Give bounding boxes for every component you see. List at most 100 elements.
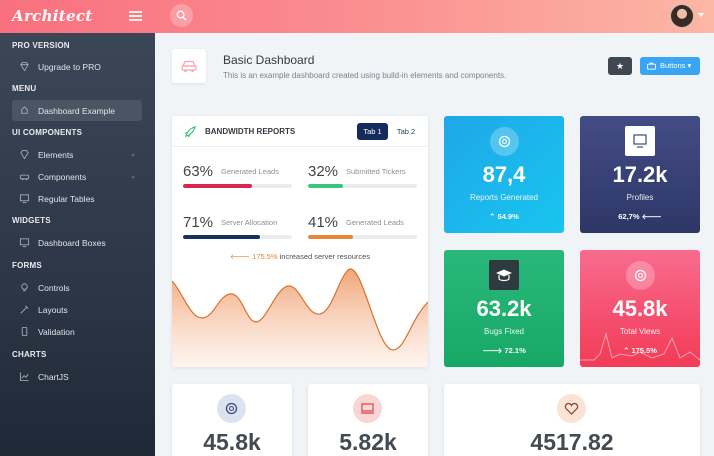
gear-icon [217,394,246,423]
avatar[interactable] [670,4,694,28]
sidebar-heading-widgets: WIDGETS [12,216,51,225]
sidebar-item-chartjs[interactable]: ChartJS [12,366,142,387]
light-icon [21,283,28,292]
search-button[interactable] [170,4,193,27]
note-value: 175.5% [252,252,278,261]
bottom-card-1: 45.8k [172,384,292,456]
metric-submitted-tickers: 32% Submitted Tickers [308,163,418,188]
metric-percent: 32% [308,163,339,180]
laptop-icon [353,394,382,423]
metric-label: Generated Leads [346,218,404,227]
arrow-right-icon: 🡒 [482,346,503,355]
sparkline [580,332,700,361]
bandwidth-area-chart [172,268,428,367]
chevron-down-icon[interactable] [698,13,704,17]
metric-server-allocation: 71% Server Allocation [183,214,293,239]
business-icon [647,62,656,70]
app-logo[interactable]: Architect [12,7,93,25]
stat-change: ⌃ 175.5% [623,346,657,355]
display-icon [19,194,30,204]
server-resources-note: 🡐 175.5% increased server resources [172,252,428,261]
sidebar-item-regular-tables[interactable]: Regular Tables [12,188,142,209]
sidebar-item-dashboard-example[interactable]: Dashboard Example [12,100,142,121]
pendrive-icon [21,326,28,337]
stat-card-reports: 87,4 Reports Generated ⌃ 54.9% [444,116,564,233]
gear-icon [626,261,655,290]
favorite-button[interactable]: ★ [608,57,632,75]
sidebar-item-label: Validation [38,327,75,337]
stat-change: 62,7% 🡐 [618,212,662,221]
progress-bar [183,184,292,188]
sidebar-item-label: Regular Tables [38,194,95,204]
stat-label: Total Views [619,327,661,336]
arrow-up-icon: ⌃ [623,346,630,355]
sidebar: PRO VERSION Upgrade to PRO MENU Dashboar… [0,33,155,456]
buttons-dropdown[interactable]: Buttons ▾ [640,57,700,75]
sidebar-item-validation[interactable]: Validation [12,321,142,342]
gem-icon [20,61,29,72]
search-icon [176,10,187,21]
progress-bar [308,235,417,239]
top-header: Architect [0,0,714,33]
gear-icon [490,127,519,156]
area-line [172,268,428,351]
sidebar-heading-menu: MENU [12,84,37,93]
heart-icon [557,394,586,423]
stat-card-bugs: 63.2k Bugs Fixed 🡒 72.1% [444,250,564,367]
bottom-value: 4517.82 [530,429,614,455]
graph-icon [19,372,29,382]
display-icon [19,238,30,248]
arrow-left-icon: 🡐 [641,212,662,221]
star-icon: ★ [615,61,625,71]
diamond-icon [20,149,29,160]
buttons-dropdown-label: Buttons ▾ [660,61,692,70]
sidebar-item-components[interactable]: Components ⌄ [12,166,142,187]
car-icon [19,174,30,181]
stat-label: Bugs Fixed [483,327,525,336]
graduation-cap-icon [489,260,519,290]
sidebar-heading-charts: CHARTS [12,350,47,359]
metric-percent: 63% [183,163,214,180]
sidebar-item-label: Dashboard Example [38,106,116,116]
sidebar-item-upgrade[interactable]: Upgrade to PRO [12,56,142,77]
chevron-down-icon: ⌄ [130,151,136,158]
stat-change: 🡒 72.1% [482,346,526,355]
sidebar-item-elements[interactable]: Elements ⌄ [12,144,142,165]
stat-card-views: 45.8k Total Views ⌃ 175.5% [580,250,700,367]
metric-label: Server Allocation [221,218,278,227]
bottom-card-2: 5.82k [308,384,428,456]
sidebar-item-dashboard-boxes[interactable]: Dashboard Boxes [12,232,142,253]
metric-percent: 41% [308,214,339,231]
rocket-icon [184,125,197,138]
page-subtitle: This is an example dashboard created usi… [223,71,507,80]
progress-bar [183,235,292,239]
stat-label: Reports Generated [469,193,539,202]
area-fill [172,269,428,367]
stat-value: 45.8k [612,296,668,321]
arrow-up-icon: ⌃ [489,212,496,221]
car-icon [181,60,197,73]
sidebar-item-label: Controls [38,283,70,293]
sidebar-item-label: Layouts [38,305,68,315]
bottom-value: 5.82k [339,429,397,455]
sidebar-item-controls[interactable]: Controls [12,277,142,298]
card-header: BANDWIDTH REPORTS Tab 1 Tab 2 [172,116,428,147]
metric-generated-leads-2: 41% Generated Leads [308,214,418,239]
sidebar-item-label: ChartJS [38,372,69,382]
progress-bar [308,184,417,188]
eyedropper-icon [20,305,29,314]
stat-value: 87,4 [482,162,526,187]
menu-toggle-icon[interactable] [129,11,142,21]
note-text: increased server resources [279,252,371,261]
stat-value: 63.2k [476,296,532,321]
page-title-icon-box [172,49,206,83]
logo-area: Architect [0,0,155,33]
bottom-card-3: 4517.82 [444,384,700,456]
sidebar-item-layouts[interactable]: Layouts [12,299,142,320]
sidebar-item-label: Components [38,172,87,182]
stat-label: Profiles [626,193,654,202]
tab-1[interactable]: Tab 1 [357,123,388,140]
sidebar-heading-ui: UI COMPONENTS [12,128,83,137]
page-title: Basic Dashboard [223,53,315,67]
tab-2[interactable]: Tab 2 [396,127,416,136]
